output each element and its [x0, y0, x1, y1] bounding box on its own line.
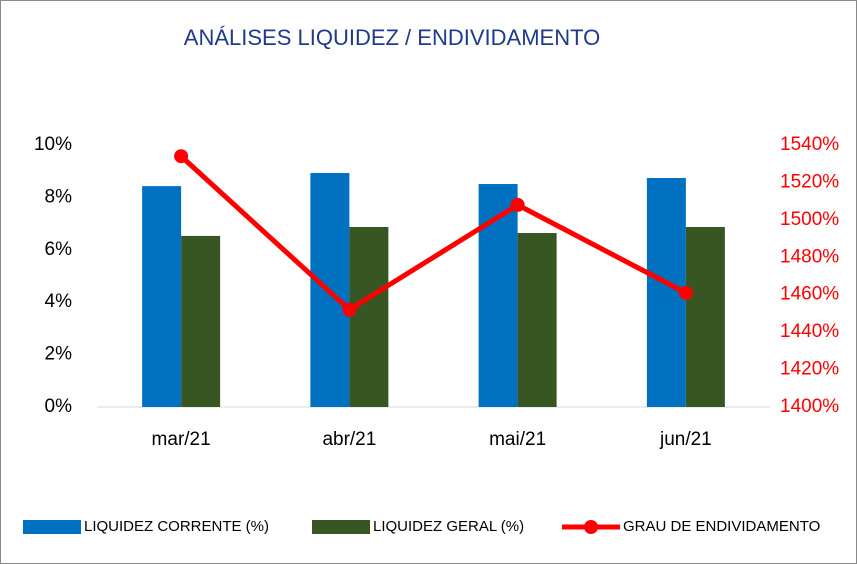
line-marker [678, 285, 693, 300]
y2-tick-label: 1520% [780, 171, 839, 192]
legend-swatch-marker [584, 520, 598, 534]
y2-tick-label: 1420% [780, 359, 839, 380]
line-marker [342, 302, 357, 317]
y2-tick-label: 1540% [780, 134, 839, 155]
y-tick-label: 8% [45, 186, 73, 207]
legend-label: LIQUIDEZ GERAL (%) [373, 518, 524, 535]
legend-swatch [23, 520, 81, 534]
y2-tick-label: 1500% [780, 209, 839, 230]
legend-swatch [312, 520, 370, 534]
bar [142, 186, 182, 407]
line-marker [174, 149, 189, 164]
y-tick-label: 10% [34, 134, 72, 155]
y2-tick-label: 1440% [780, 321, 839, 342]
bar [517, 233, 557, 407]
bar [349, 227, 389, 407]
y-tick-label: 2% [45, 344, 73, 365]
y-tick-label: 6% [45, 239, 73, 260]
legend-label: LIQUIDEZ CORRENTE (%) [84, 518, 269, 535]
y2-tick-label: 1480% [780, 246, 839, 267]
bar [181, 235, 221, 407]
line-marker [510, 197, 525, 212]
legend-label: GRAU DE ENDIVIDAMENTO [623, 518, 820, 535]
y-tick-label: 0% [45, 396, 73, 417]
y2-tick-label: 1460% [780, 284, 839, 305]
chart-title: ANÁLISES LIQUIDEZ / ENDIVIDAMENTO [184, 25, 600, 50]
x-tick-label: mar/21 [152, 429, 211, 450]
x-tick-label: jun/21 [659, 429, 712, 450]
bar [478, 184, 518, 407]
y2-tick-label: 1400% [780, 396, 839, 417]
bar [685, 227, 725, 407]
x-tick-label: abr/21 [322, 429, 376, 450]
y-tick-label: 4% [45, 291, 73, 312]
x-tick-label: mai/21 [489, 429, 546, 450]
line-series [179, 154, 688, 313]
